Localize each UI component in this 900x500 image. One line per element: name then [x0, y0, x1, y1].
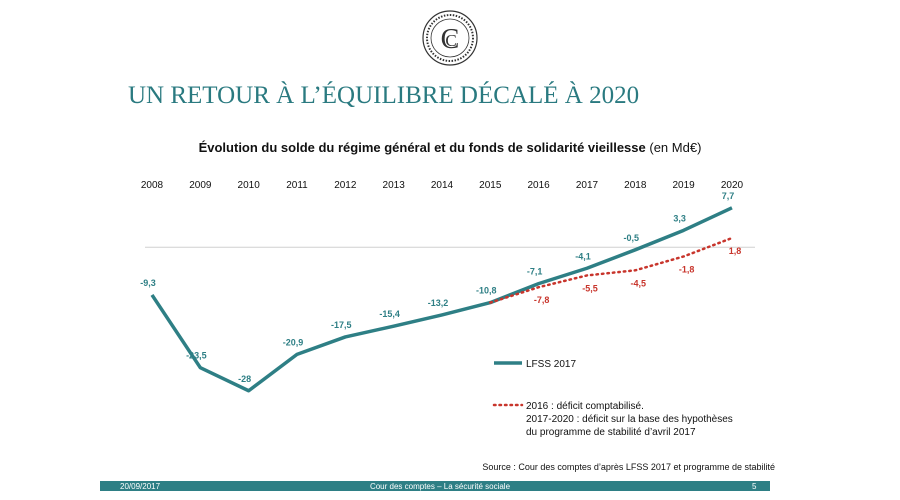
- slide-title: UN RETOUR À L’ÉQUILIBRE DÉCALÉ À 2020: [128, 81, 639, 109]
- data-label: -28: [238, 374, 251, 384]
- x-tick-label: 2012: [334, 180, 357, 191]
- footer-center: Cour des comptes – La sécurité sociale: [370, 482, 511, 491]
- footer-date: 20/09/2017: [120, 482, 161, 491]
- data-label: -23,5: [186, 351, 207, 361]
- data-label: -20,9: [283, 337, 304, 347]
- x-tick-label: 2016: [528, 180, 551, 191]
- plot: 2008 2009 2010 2011 2012 2013 2014 2015 2016 2017…: [140, 180, 755, 438]
- x-tick-label: 2017: [576, 180, 599, 191]
- data-label: -10,8: [476, 286, 497, 296]
- x-tick-label: 2018: [624, 180, 647, 191]
- legend-label: LFSS 2017: [526, 359, 576, 370]
- chart-title-main: Évolution du solde du régime général et …: [199, 140, 646, 155]
- data-label: -7,1: [527, 267, 543, 277]
- chart-title: Évolution du solde du régime général et …: [199, 140, 702, 155]
- data-label: -0,5: [624, 233, 640, 243]
- data-label: -13,2: [428, 298, 449, 308]
- chart-title-unit: (en Md€): [649, 140, 701, 155]
- svg-text:C: C: [441, 24, 460, 55]
- x-tick-label: 2015: [479, 180, 502, 191]
- footer-bar: [100, 481, 770, 491]
- source: Source : Cour des comptes d’après LFSS 2…: [482, 462, 775, 472]
- data-label: -17,5: [331, 320, 352, 330]
- forecast-line: [489, 236, 734, 304]
- x-tick-label: 2019: [673, 180, 696, 191]
- data-label: -4,1: [575, 251, 591, 261]
- data-label: -15,4: [379, 309, 400, 319]
- series-line: [150, 206, 733, 393]
- data-label: 3,3: [673, 213, 686, 223]
- legend-label: 2016 : déficit comptabilisé. 2017-2020 : …: [526, 401, 733, 438]
- x-tick-label: 2008: [141, 180, 164, 191]
- data-label: -7,8: [534, 295, 550, 305]
- x-tick-label: 2011: [286, 180, 308, 191]
- x-tick-label: 2014: [431, 180, 454, 191]
- logo: C C: [422, 10, 478, 66]
- data-label: 7,7: [722, 191, 735, 201]
- x-tick-label: 2010: [238, 180, 261, 191]
- x-tick-label: 2013: [383, 180, 406, 191]
- footer-page: 5: [752, 482, 757, 491]
- x-tick-label: 2009: [189, 180, 212, 191]
- data-label: -5,5: [582, 283, 598, 293]
- x-tick-label: 2020: [721, 180, 744, 191]
- data-label: -9,3: [140, 278, 156, 288]
- data-label: 1,8: [729, 246, 742, 256]
- data-label: -1,8: [679, 264, 695, 274]
- data-label: -4,5: [631, 278, 647, 288]
- svg-text:C: C: [445, 31, 456, 50]
